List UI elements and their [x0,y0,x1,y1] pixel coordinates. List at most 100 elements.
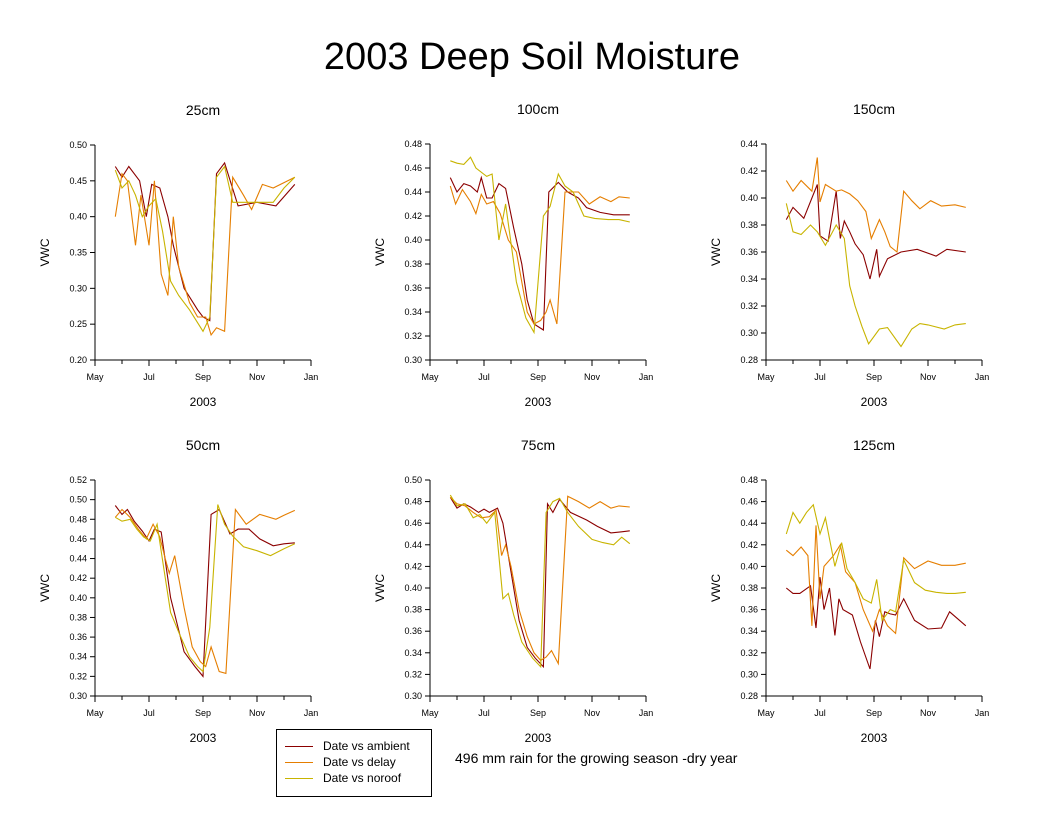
series-line-delay [785,157,966,254]
y-tick-label: 0.36 [69,632,87,642]
chart-panel-125cm: 0.28 0.30 0.32 0.34 0.36 0.38 0.40 0.42 0.44 0.46… [709,437,989,745]
series-line-noroof [785,203,966,348]
y-tick-label: 0.38 [404,605,422,615]
series-line-delay [449,495,630,666]
x-tick-label: Jul [143,708,155,718]
y-tick-label: 0.40 [740,193,758,203]
y-tick-label: 0.46 [69,534,87,544]
x-axis-label: 2003 [525,395,552,409]
legend-label-ambient: Date vs ambient [323,739,410,753]
y-tick-label: 0.52 [69,475,87,485]
x-tick-label: Nov [249,372,266,382]
x-axis-label: 2003 [190,395,217,409]
series-line-noroof [115,504,296,673]
series-line-ambient [785,184,966,280]
x-tick-label: Sep [866,708,882,718]
y-tick-label: 0.44 [740,139,758,149]
chart-panel-25cm: 0.20 0.25 0.30 0.35 0.40 0.45 0.50 May Jul Sep Nov… [38,102,318,409]
y-tick-label: 0.38 [69,612,87,622]
x-axis-label: 2003 [861,395,888,409]
y-tick-label: 0.44 [69,554,87,564]
x-tick-label: Sep [195,372,211,382]
x-tick-label: Nov [920,708,937,718]
chart-legend: Date vs ambient Date vs delay Date vs no… [276,729,432,797]
x-tick-label: Sep [530,708,546,718]
x-tick-label: Nov [249,708,266,718]
x-tick-label: May [86,372,104,382]
y-axis-label: VWC [38,238,52,266]
panel-title: 100cm [517,101,559,117]
y-tick-label: 0.46 [404,163,422,173]
rainfall-caption: 496 mm rain for the growing season -dry … [455,750,738,766]
y-tick-label: 0.42 [404,561,422,571]
x-tick-label: Jul [478,372,490,382]
chart-panel-100cm: 0.30 0.32 0.34 0.36 0.38 0.40 0.42 0.44 0.46 0.48… [373,101,653,409]
panel-title: 75cm [521,437,555,453]
x-tick-label: Nov [584,708,601,718]
y-tick-label: 0.50 [69,495,87,505]
y-tick-label: 0.50 [404,475,422,485]
y-tick-label: 0.44 [404,187,422,197]
y-tick-label: 0.48 [69,514,87,524]
series-line-delay [785,525,966,635]
y-tick-label: 0.36 [404,626,422,636]
x-axis-label: 2003 [861,731,888,745]
y-tick-label: 0.42 [69,573,87,583]
x-tick-label: Jul [814,372,826,382]
y-tick-label: 0.46 [404,518,422,528]
series-line-delay [114,507,296,675]
series-line-ambient [449,175,630,331]
y-tick-label: 0.40 [404,583,422,593]
y-tick-label: 0.34 [404,648,422,658]
y-tick-label: 0.30 [740,328,758,338]
chart-panel-150cm: 0.28 0.30 0.32 0.34 0.36 0.38 0.40 0.42 0.44 May J… [709,101,989,409]
x-tick-label: May [757,372,775,382]
legend-label-delay: Date vs delay [323,755,396,769]
y-tick-label: 0.48 [404,497,422,507]
x-tick-label: Nov [584,372,601,382]
panel-title: 50cm [186,437,220,453]
y-tick-label: 0.40 [404,235,422,245]
series-line-noroof [114,165,296,333]
y-tick-label: 0.32 [740,648,758,658]
x-tick-label: Nov [920,372,937,382]
y-tick-label: 0.48 [404,139,422,149]
y-tick-label: 0.50 [69,140,87,150]
y-axis-label: VWC [373,574,387,602]
series-line-delay [449,185,630,325]
x-tick-label: Jan [639,708,654,718]
y-tick-label: 0.32 [69,671,87,681]
y-tick-label: 0.40 [740,561,758,571]
y-tick-label: 0.32 [740,301,758,311]
y-tick-label: 0.36 [740,605,758,615]
y-tick-label: 0.42 [404,211,422,221]
panel-title: 125cm [853,437,895,453]
x-tick-label: Jan [639,372,654,382]
series-line-noroof [785,503,966,622]
y-tick-label: 0.38 [404,259,422,269]
y-tick-label: 0.46 [740,497,758,507]
panel-title: 25cm [186,102,220,118]
series-line-ambient [114,161,296,322]
y-tick-label: 0.20 [69,355,87,365]
y-tick-label: 0.34 [404,307,422,317]
page-title: 2003 Deep Soil Moisture [323,36,741,78]
y-tick-label: 0.48 [740,475,758,485]
y-tick-label: 0.30 [404,355,422,365]
x-tick-label: Jan [304,708,319,718]
x-tick-label: Jul [143,372,155,382]
y-tick-label: 0.44 [404,540,422,550]
y-axis-label: VWC [373,238,387,266]
y-tick-label: 0.28 [740,691,758,701]
y-tick-label: 0.44 [740,518,758,528]
y-tick-label: 0.45 [69,176,87,186]
x-tick-label: Jan [304,372,319,382]
y-tick-label: 0.38 [740,583,758,593]
x-tick-label: May [421,372,439,382]
chart-panel-75cm: 0.30 0.32 0.34 0.36 0.38 0.40 0.42 0.44 0.46 0.48… [373,437,653,745]
x-tick-label: Sep [195,708,211,718]
x-tick-label: Jan [975,372,990,382]
y-tick-label: 0.40 [69,212,87,222]
y-tick-label: 0.30 [69,691,87,701]
